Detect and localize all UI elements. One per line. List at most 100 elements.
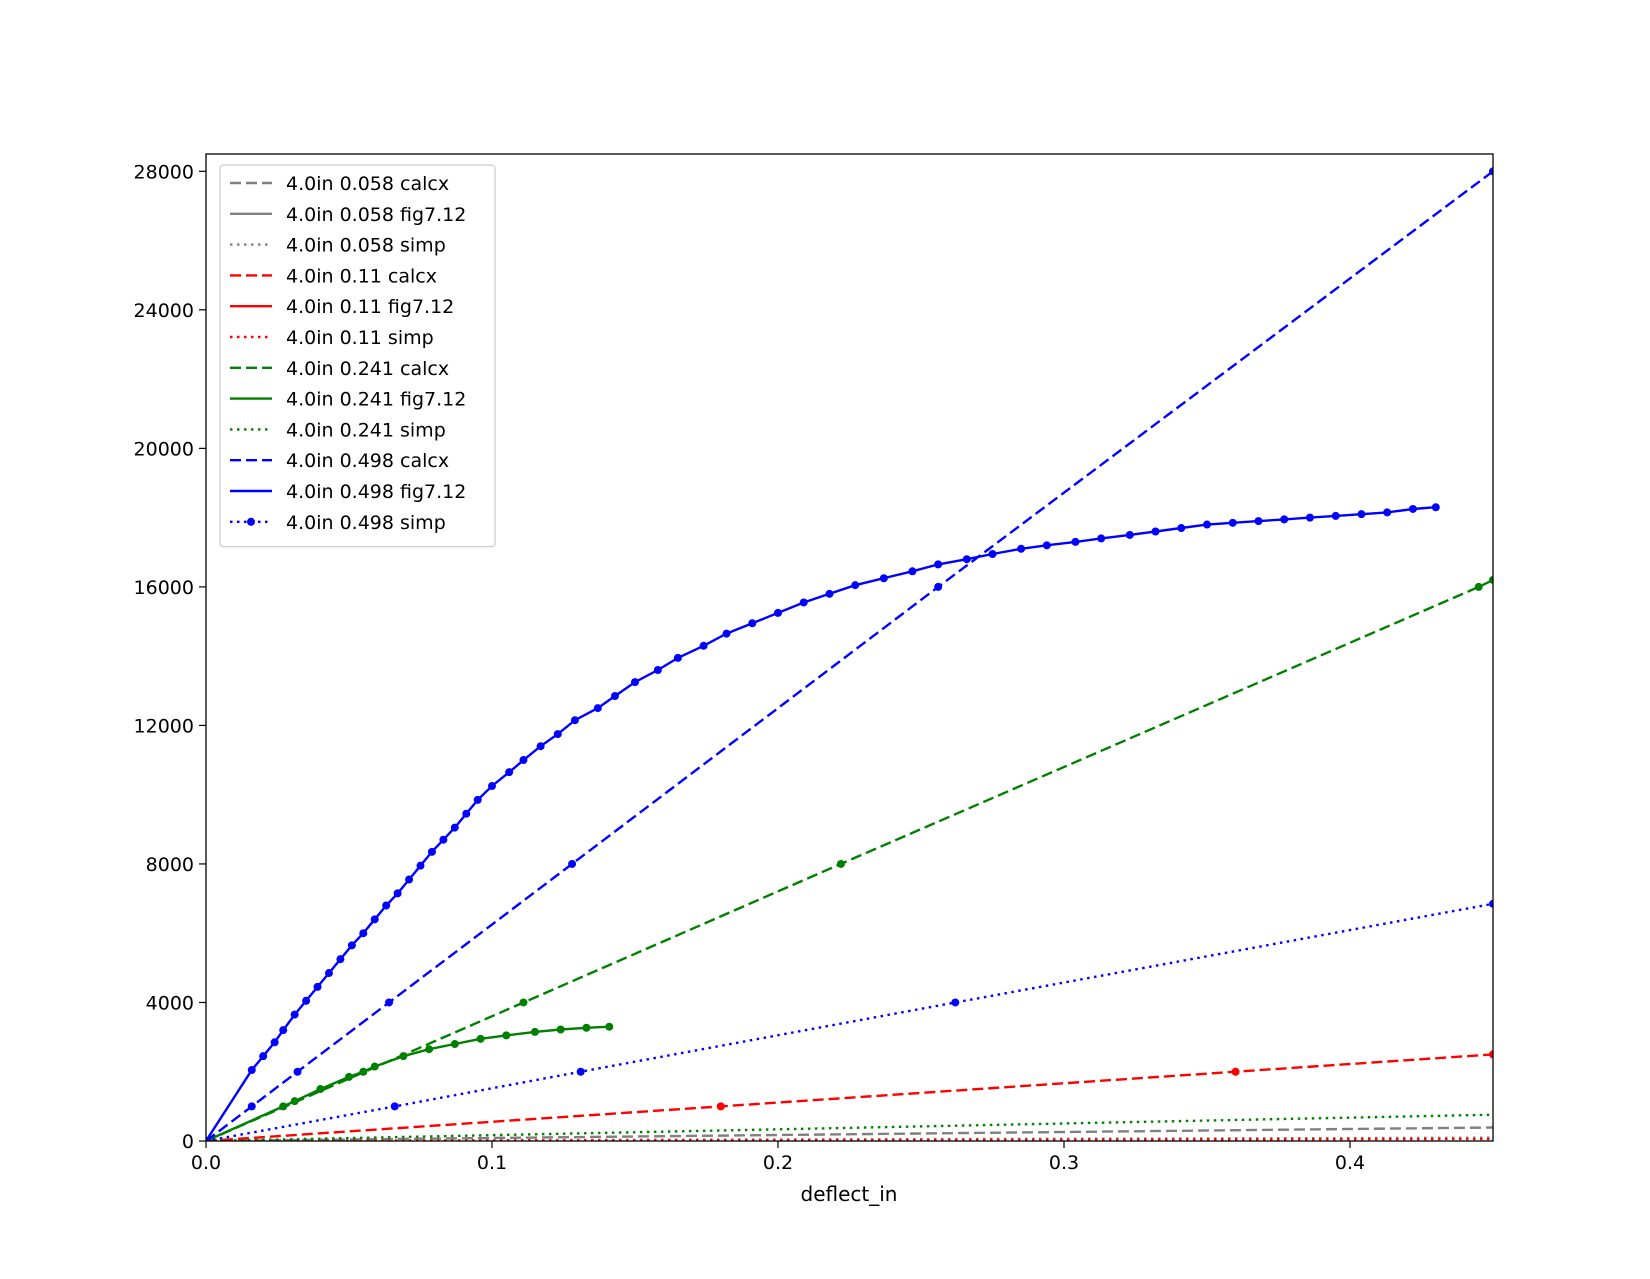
data-point bbox=[427, 847, 436, 856]
data-point bbox=[1489, 575, 1493, 584]
data-point bbox=[1125, 530, 1134, 539]
legend-entry: 4.0in 0.11 simp bbox=[230, 327, 434, 349]
data-point bbox=[324, 969, 333, 978]
data-point bbox=[1357, 510, 1366, 519]
data-point bbox=[908, 567, 917, 576]
data-point bbox=[631, 678, 639, 687]
data-point bbox=[247, 1102, 256, 1111]
x-axis: 0.0 0.1 0.2 0.3 0.4 bbox=[191, 1141, 1365, 1174]
data-point bbox=[1489, 1050, 1493, 1059]
data-point bbox=[576, 1067, 585, 1076]
data-point bbox=[347, 941, 356, 950]
legend-marker bbox=[247, 517, 255, 526]
data-point bbox=[530, 1027, 539, 1036]
data-point bbox=[582, 1023, 591, 1032]
series-line bbox=[206, 1025, 610, 1141]
data-point bbox=[748, 619, 757, 628]
legend-entry: 4.0in 0.11 fig7.12 bbox=[230, 296, 454, 318]
data-point bbox=[405, 875, 414, 884]
data-point bbox=[1231, 1067, 1240, 1076]
data-point bbox=[1254, 517, 1263, 526]
series-0 bbox=[206, 1126, 1493, 1141]
data-point bbox=[1431, 503, 1440, 512]
x-tick-label: 0.0 bbox=[191, 1152, 221, 1174]
data-point bbox=[556, 1025, 565, 1034]
data-point bbox=[370, 1062, 379, 1071]
legend-entry: 4.0in 0.241 calcx bbox=[230, 358, 449, 380]
data-point bbox=[279, 1026, 288, 1035]
series-8 bbox=[206, 1113, 1493, 1141]
legend-label: 4.0in 0.058 fig7.12 bbox=[286, 204, 466, 226]
series-line bbox=[206, 1113, 1493, 1141]
data-point bbox=[439, 835, 448, 844]
series-3 bbox=[206, 1050, 1493, 1141]
data-point bbox=[519, 998, 528, 1007]
data-point bbox=[425, 1045, 434, 1054]
series-9 bbox=[206, 167, 1493, 1141]
y-tick-label: 8000 bbox=[146, 854, 194, 876]
data-point bbox=[825, 589, 834, 598]
data-point bbox=[1331, 511, 1340, 520]
data-point bbox=[605, 1022, 614, 1031]
legend-entry: 4.0in 0.058 calcx bbox=[230, 173, 449, 195]
data-point bbox=[1203, 520, 1211, 529]
data-point bbox=[519, 756, 528, 765]
data-point bbox=[393, 889, 402, 898]
data-point bbox=[1097, 534, 1106, 543]
data-point bbox=[570, 716, 579, 725]
data-point bbox=[568, 859, 577, 868]
data-point bbox=[247, 1066, 256, 1075]
x-tick-label: 0.2 bbox=[763, 1152, 793, 1174]
y-tick-label: 0 bbox=[182, 1131, 194, 1153]
data-point bbox=[722, 629, 731, 638]
data-point bbox=[1151, 527, 1160, 536]
data-point bbox=[488, 782, 496, 791]
data-point bbox=[1042, 541, 1051, 550]
data-point bbox=[279, 1102, 288, 1111]
y-tick-label: 4000 bbox=[146, 992, 194, 1014]
legend-label: 4.0in 0.241 calcx bbox=[286, 358, 449, 380]
series-line bbox=[206, 902, 1493, 1141]
data-point bbox=[450, 1040, 459, 1049]
legend-label: 4.0in 0.498 simp bbox=[286, 512, 446, 534]
data-point bbox=[270, 1038, 279, 1047]
data-point bbox=[502, 1031, 511, 1040]
data-point bbox=[370, 915, 379, 924]
data-point bbox=[1489, 167, 1493, 176]
data-point bbox=[302, 996, 311, 1005]
data-point bbox=[799, 598, 808, 607]
data-point bbox=[1489, 899, 1493, 908]
data-point bbox=[699, 641, 708, 650]
data-point bbox=[879, 574, 888, 583]
y-tick-label: 20000 bbox=[134, 438, 194, 460]
series-line bbox=[206, 1137, 1493, 1141]
legend-label: 4.0in 0.11 simp bbox=[286, 327, 434, 349]
data-point bbox=[1408, 504, 1417, 513]
x-tick-label: 0.1 bbox=[477, 1152, 507, 1174]
legend-entry: 4.0in 0.058 simp bbox=[230, 235, 446, 257]
data-point bbox=[505, 768, 514, 777]
legend-label: 4.0in 0.241 fig7.12 bbox=[286, 389, 466, 411]
legend-entry: 4.0in 0.498 simp bbox=[230, 512, 446, 534]
y-axis: 0 4000 8000 12000 16000 20000 24000 28000 bbox=[134, 161, 206, 1153]
data-point bbox=[1177, 524, 1186, 533]
series-7 bbox=[206, 1022, 614, 1141]
legend-label: 4.0in 0.498 calcx bbox=[286, 450, 449, 472]
legend-entry: 4.0in 0.11 calcx bbox=[230, 265, 437, 287]
data-point bbox=[851, 581, 860, 590]
data-point bbox=[653, 666, 662, 675]
x-tick-label: 0.3 bbox=[1049, 1152, 1079, 1174]
series-10 bbox=[206, 503, 1440, 1141]
legend-entry: 4.0in 0.498 fig7.12 bbox=[230, 481, 466, 503]
data-point bbox=[416, 861, 425, 870]
y-tick-label: 16000 bbox=[134, 577, 194, 599]
y-tick-label: 28000 bbox=[134, 161, 194, 183]
data-point bbox=[951, 998, 960, 1007]
x-axis-label: deflect_in bbox=[801, 1182, 898, 1206]
legend-label: 4.0in 0.058 simp bbox=[286, 235, 446, 257]
series-5 bbox=[206, 1137, 1493, 1141]
data-point bbox=[382, 901, 391, 910]
data-point bbox=[1383, 508, 1392, 517]
